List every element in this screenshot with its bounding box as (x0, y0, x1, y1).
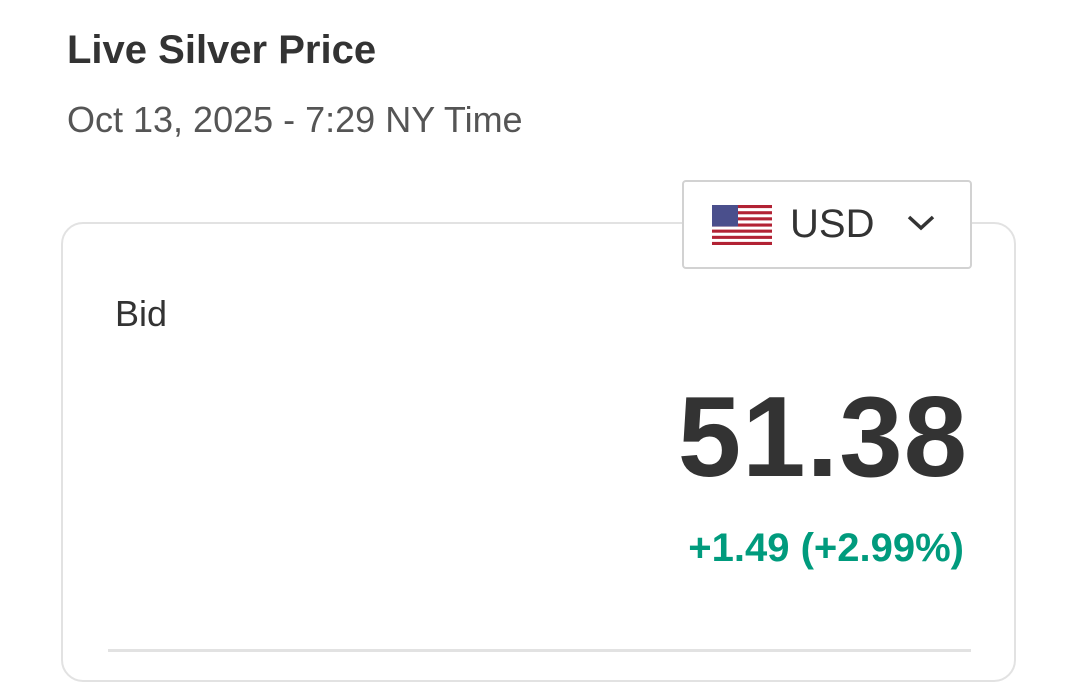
currency-dropdown[interactable]: USD (682, 180, 972, 269)
bid-label: Bid (115, 293, 168, 334)
divider (108, 649, 971, 652)
selected-currency: USD (790, 202, 875, 246)
chevron-down-icon (907, 215, 935, 231)
us-flag-icon (712, 204, 772, 245)
timestamp: Oct 13, 2025 - 7:29 NY Time (67, 99, 523, 140)
bid-price: 51.38 (677, 374, 968, 501)
price-change: +1.49 (+2.99%) (688, 526, 964, 570)
page-title: Live Silver Price (67, 28, 377, 72)
